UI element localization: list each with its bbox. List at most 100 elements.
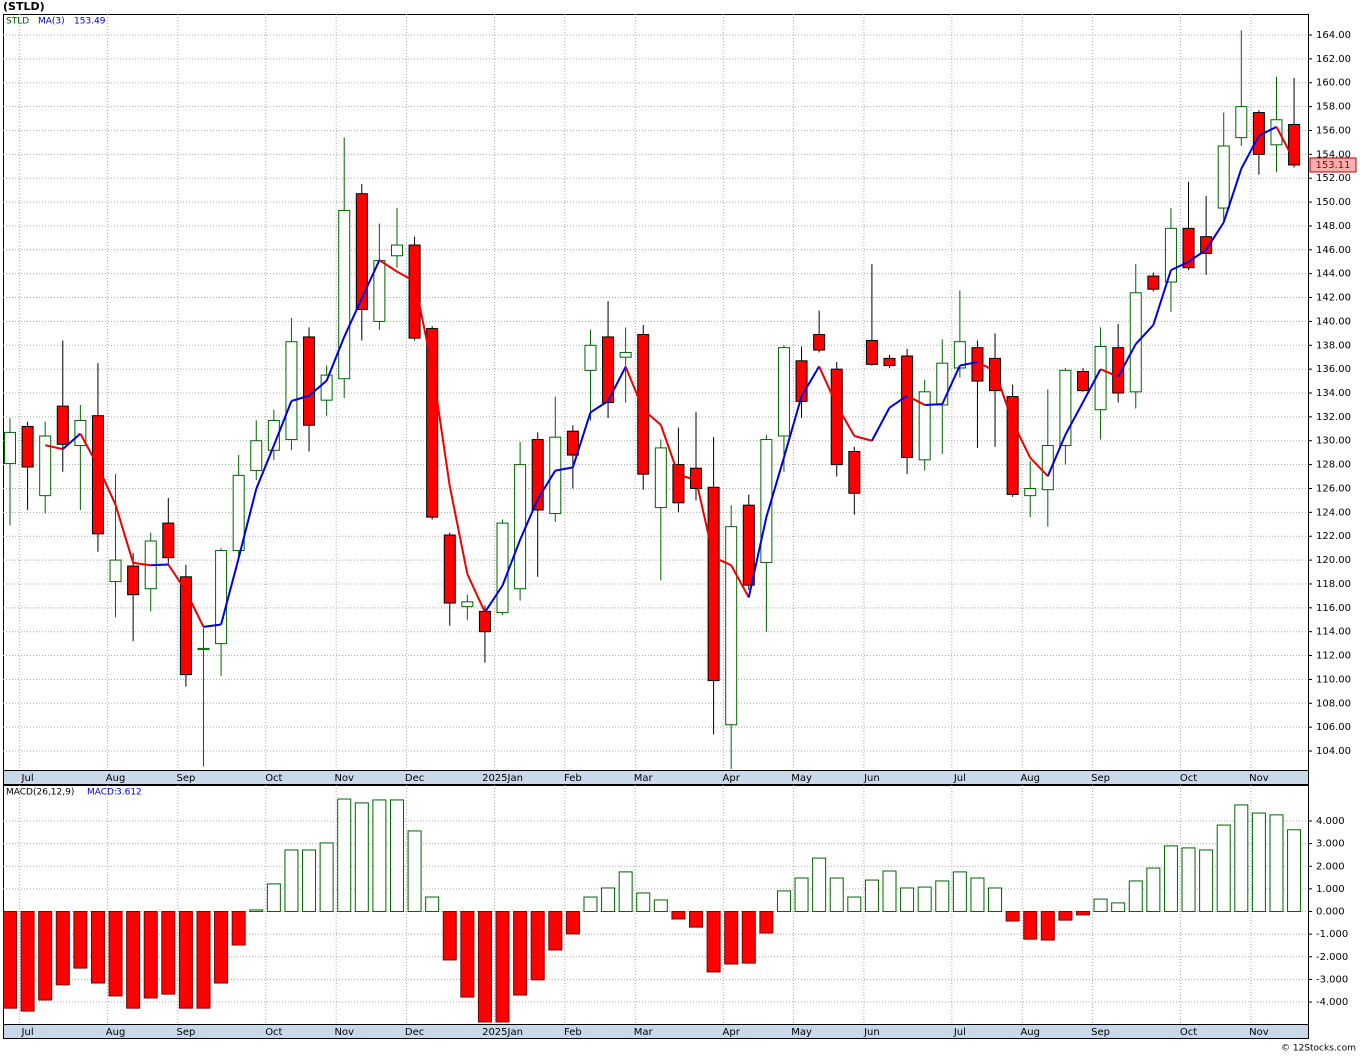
ma-segment	[924, 403, 943, 406]
candle-body	[162, 522, 175, 559]
ma-segment	[1205, 221, 1225, 251]
candle-body	[566, 430, 579, 456]
macd-bar	[917, 886, 932, 913]
y-tick-label: 164.00	[1316, 30, 1351, 41]
ma-name: MA(3)	[38, 17, 65, 27]
ma-segment	[501, 539, 522, 586]
x-tick-label: Jun	[863, 773, 880, 784]
ma-segment	[941, 365, 961, 405]
candle-body	[21, 425, 34, 468]
candle-body	[39, 435, 52, 497]
candle-body	[1182, 227, 1195, 269]
y-tick-label: 138.00	[1316, 340, 1351, 351]
y-tick-label: -3.000	[1316, 974, 1348, 985]
chart-title: (STLD)	[3, 0, 45, 13]
macd-bar	[601, 887, 616, 913]
macd-bar	[460, 911, 475, 998]
ma-segment	[1258, 125, 1277, 137]
x-tick-label: 2025Jan	[482, 1027, 523, 1038]
last-price-box	[1309, 157, 1357, 173]
macd-bar	[636, 892, 651, 913]
ma-segment	[1275, 126, 1295, 161]
y-tick-label: -1.000	[1316, 929, 1348, 940]
candle-body	[215, 550, 228, 645]
macd-bar	[284, 849, 299, 913]
ma-segment	[747, 516, 768, 598]
macd-bar	[372, 799, 387, 913]
candle-body	[813, 334, 826, 351]
ma-segment	[678, 474, 697, 481]
ma-segment	[871, 407, 891, 442]
macd-bar	[1146, 867, 1161, 913]
x-tick-label: Sep	[176, 773, 195, 784]
y-tick-label: 0.000	[1316, 907, 1345, 918]
ma-segment	[854, 435, 873, 442]
ma-segment	[132, 561, 151, 567]
candle-body	[197, 647, 210, 651]
y-tick-label: 110.00	[1316, 674, 1351, 685]
y-tick-label: 152.00	[1316, 173, 1351, 184]
macd-bar	[407, 830, 422, 913]
y-tick-label: 128.00	[1316, 460, 1351, 471]
macd-x-strip	[3, 1024, 1309, 1039]
candle-body	[936, 362, 949, 406]
macd-bar	[1163, 845, 1178, 913]
candle-body	[303, 336, 316, 426]
ma-segment	[1240, 135, 1260, 170]
macd-bar	[1023, 911, 1038, 940]
x-tick-label: Aug	[1020, 773, 1040, 784]
candle-body	[443, 534, 456, 604]
ma-segment	[1222, 168, 1243, 223]
x-tick-label: Sep	[1091, 1027, 1110, 1038]
macd-bar	[214, 911, 229, 984]
x-tick-label: Apr	[723, 1027, 741, 1038]
macd-bar	[1093, 898, 1108, 913]
y-tick-label: 104.00	[1316, 746, 1351, 757]
candle-body	[989, 357, 1002, 392]
macd-bar	[864, 879, 879, 913]
x-tick-label: Oct	[1180, 773, 1197, 784]
ma-segment	[431, 366, 451, 487]
x-tick-label: Nov	[334, 773, 354, 784]
candle-body	[1217, 145, 1230, 209]
y-tick-label: 148.00	[1316, 221, 1351, 232]
ma-segment	[62, 432, 82, 450]
ma-segment	[1011, 421, 1032, 459]
macd-bar	[126, 911, 141, 1009]
candle-body	[1041, 445, 1054, 491]
ma-segment	[730, 564, 750, 598]
candle-body	[795, 360, 808, 402]
y-tick-label: 114.00	[1316, 627, 1351, 638]
symbol: STLD	[6, 17, 29, 27]
x-tick-label: Dec	[405, 1027, 424, 1038]
candle-body	[883, 357, 896, 367]
macd-bar	[196, 911, 211, 1009]
y-tick-label: 122.00	[1316, 531, 1351, 542]
ma-segment	[818, 365, 838, 406]
ma-segment	[343, 297, 363, 338]
macd-bar	[759, 911, 774, 934]
macd-bar	[653, 899, 668, 913]
macd-bar	[513, 911, 528, 996]
x-tick-label: Sep	[1091, 773, 1110, 784]
source: © 12Stocks.com	[1281, 1044, 1356, 1054]
candle-body	[390, 244, 403, 257]
x-tick-label: Oct	[265, 1027, 282, 1038]
candle-body	[549, 436, 562, 515]
y-tick-label: 134.00	[1316, 388, 1351, 399]
macd-bar	[565, 911, 580, 935]
candle-body	[1235, 106, 1248, 139]
ma-segment	[97, 465, 117, 506]
macd-bar	[161, 911, 176, 995]
x-tick-label: Apr	[723, 773, 741, 784]
macd-bar	[970, 877, 985, 913]
ma-segment	[378, 259, 398, 273]
y-tick-label: 120.00	[1316, 555, 1351, 566]
macd-bar	[38, 911, 53, 1001]
macd-bar	[20, 911, 35, 1012]
macd-bar	[266, 883, 281, 913]
candle-body	[918, 391, 931, 461]
y-tick-label: 150.00	[1316, 197, 1351, 208]
x-tick-label: Feb	[564, 1027, 582, 1038]
ma-segment	[291, 394, 310, 402]
